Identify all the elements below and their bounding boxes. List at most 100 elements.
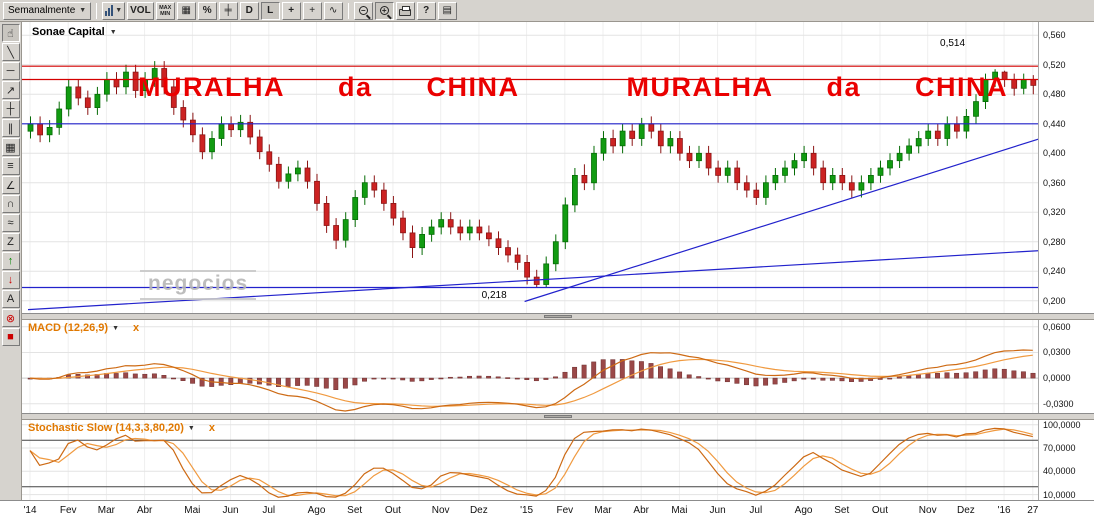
x-axis-label: Dez xyxy=(469,505,488,516)
crossline-tool[interactable]: ┼ xyxy=(1,100,20,118)
zigzag-button[interactable]: ∿ xyxy=(323,1,343,20)
pages-button[interactable]: ▤ xyxy=(437,1,457,20)
text-tool[interactable]: A xyxy=(1,290,20,308)
axis-label: 70,0000 xyxy=(1043,442,1076,453)
buy-arrow-tool[interactable]: ↑ xyxy=(1,252,20,270)
macd-chart-canvas[interactable]: MACD (12,26,9) ▼ x xyxy=(22,320,1038,413)
d-button[interactable]: D xyxy=(239,1,259,20)
x-axis-label: Ago xyxy=(307,505,326,516)
fib-arc-tool[interactable]: ∩ xyxy=(1,195,20,213)
marker-tool[interactable]: ■ xyxy=(1,328,20,346)
macd-label[interactable]: MACD (12,26,9) ▼ x xyxy=(28,322,139,334)
price-chart-canvas[interactable]: Sonae Capital ▼ MURALHA da CHINA MURALHA… xyxy=(22,22,1038,313)
wave-tool[interactable]: ≈ xyxy=(1,214,20,232)
percent-scale-button[interactable]: % xyxy=(197,1,217,20)
trendline-tool[interactable]: ╲ xyxy=(1,43,20,61)
grid-toggle-button[interactable]: ▦ xyxy=(176,1,196,20)
axis-label: 0,280 xyxy=(1043,236,1066,247)
stochastic-panel: Stochastic Slow (14,3,3,80,20) ▼ x 100,0… xyxy=(22,420,1094,500)
fib-fan-tool[interactable]: ∠ xyxy=(1,176,20,194)
interval-select[interactable]: Semanalmente ▼ xyxy=(3,1,92,20)
resizer-handle-icon xyxy=(544,415,572,418)
x-axis-label: '15 xyxy=(520,505,534,516)
price-macd-resizer[interactable] xyxy=(22,314,1094,320)
zoom-in-button[interactable]: + xyxy=(374,1,394,20)
axis-label: 40,0000 xyxy=(1043,466,1076,477)
crosshair-button[interactable]: + xyxy=(281,1,301,20)
axis-label: 0,400 xyxy=(1043,148,1066,159)
axis-label: 0,520 xyxy=(1043,59,1066,70)
zigzag-tool[interactable]: Z xyxy=(1,233,20,251)
x-axis-label: Dez xyxy=(956,505,975,516)
x-axis-label: Set xyxy=(347,505,363,516)
channel-tool[interactable]: ∥ xyxy=(1,119,20,137)
x-axis-label: Nov xyxy=(431,505,450,516)
wave-icon: ≈ xyxy=(7,217,14,229)
ray-tool[interactable]: ↗ xyxy=(1,81,20,99)
sell-arrow-icon: ↓ xyxy=(7,274,14,286)
x-axis-label: Out xyxy=(384,505,401,516)
l-button[interactable]: L xyxy=(260,1,280,20)
drawing-toolbar: ☝ ╲ ─ ↗ ┼ ∥ ▦ ≡ ∠ ∩ ≈ Z ↑ ↓ A ⊗ ■ xyxy=(0,22,22,500)
fib-fan-icon: ∠ xyxy=(5,179,16,192)
chevron-down-icon: ▼ xyxy=(115,7,123,14)
zigzag-icon: ∿ xyxy=(329,5,338,16)
price-annotation: 0,514 xyxy=(940,38,966,50)
delete-tool[interactable]: ⊗ xyxy=(1,309,20,327)
axis-label: -0,0300 xyxy=(1043,398,1074,409)
zigzag-icon: Z xyxy=(7,236,14,248)
axis-label: 0,0600 xyxy=(1043,321,1071,332)
candlestick-button[interactable]: ╪ xyxy=(218,1,238,20)
x-axis-label: Jun xyxy=(709,505,726,516)
book-icon: ▤ xyxy=(442,5,452,16)
zoom-out-button[interactable]: − xyxy=(353,1,373,20)
macd-close-button[interactable]: x xyxy=(133,322,140,334)
x-axis-label: Mai xyxy=(184,505,201,516)
muralha-annotation-text: MURALHA da CHINA MURALHA da CHINA xyxy=(138,72,1008,102)
chart-type-button[interactable]: ▼ xyxy=(102,1,126,20)
x-axis-label: Ago xyxy=(794,505,813,516)
magnifier-plus-icon: + xyxy=(379,6,389,15)
stochastic-label[interactable]: Stochastic Slow (14,3,3,80,20) ▼ x xyxy=(28,422,215,434)
axis-label: 0,440 xyxy=(1043,118,1066,129)
help-button[interactable]: ? xyxy=(416,1,436,20)
chevron-down-icon: ▼ xyxy=(112,324,120,332)
negocios-watermark: negocios xyxy=(140,270,257,300)
cursor-target-button[interactable]: + xyxy=(302,1,322,20)
grid-icon: ▦ xyxy=(5,141,16,154)
price-annotation: 0,218 xyxy=(481,289,507,301)
stochastic-chart-canvas[interactable]: Stochastic Slow (14,3,3,80,20) ▼ x xyxy=(22,420,1038,500)
axis-label: 0,320 xyxy=(1043,207,1066,218)
x-axis-label: Jul xyxy=(749,505,763,516)
axis-label: 0,200 xyxy=(1043,295,1066,306)
symbol-selector[interactable]: Sonae Capital ▼ xyxy=(32,26,117,38)
marker-icon: ■ xyxy=(7,331,14,343)
volume-button[interactable]: VOL xyxy=(127,1,154,20)
x-axis-label: Abr xyxy=(633,505,649,516)
fib-retracement-tool[interactable]: ≡ xyxy=(1,157,20,175)
grid-tool[interactable]: ▦ xyxy=(1,138,20,156)
macd-title: MACD (12,26,9) xyxy=(28,322,109,334)
x-axis-label: Jul xyxy=(262,505,276,516)
resizer-handle-icon xyxy=(544,315,572,318)
bar-chart-icon xyxy=(105,5,114,16)
line-tool[interactable]: ─ xyxy=(1,62,20,80)
x-axis-label: Nov xyxy=(918,505,937,516)
chevron-down-icon: ▼ xyxy=(187,424,195,432)
trendline-icon: ╲ xyxy=(7,46,14,59)
pan-tool[interactable]: ☝ xyxy=(1,24,20,42)
x-axis-label: Set xyxy=(834,505,850,516)
max-label: MAX xyxy=(159,4,172,11)
max-min-button[interactable]: MAX MIN xyxy=(155,1,175,20)
stochastic-close-button[interactable]: x xyxy=(208,422,215,434)
sell-arrow-tool[interactable]: ↓ xyxy=(1,271,20,289)
x-axis-label: Abr xyxy=(136,505,153,516)
crosshair-icon: + xyxy=(288,5,295,16)
axis-label: 100,0000 xyxy=(1043,419,1081,430)
app-body: ☝ ╲ ─ ↗ ┼ ∥ ▦ ≡ ∠ ∩ ≈ Z ↑ ↓ A ⊗ ■ Sonae Capital ▼ MURALH… xyxy=(0,22,1094,500)
line-icon: ─ xyxy=(6,65,15,77)
fib-retracement-icon: ≡ xyxy=(7,160,14,172)
print-button[interactable] xyxy=(395,1,415,20)
x-axis-label: Mar xyxy=(594,505,612,516)
macd-stoch-resizer[interactable] xyxy=(22,414,1094,420)
